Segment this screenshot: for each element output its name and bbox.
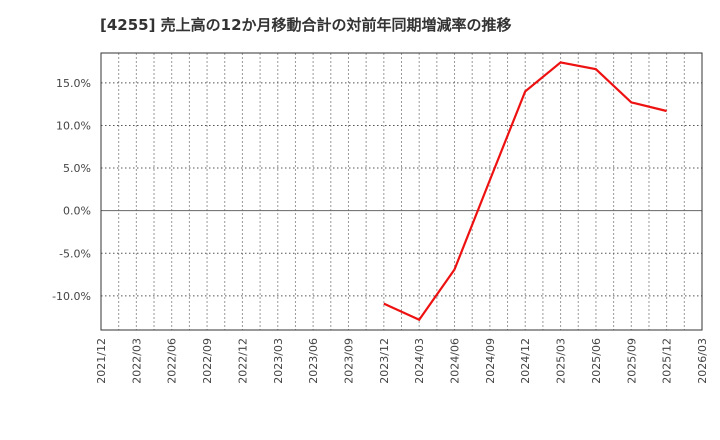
x-tick-label: 2022/12 [236,338,249,384]
x-tick-label: 2021/12 [95,338,108,384]
x-tick-label: 2023/12 [378,338,391,384]
x-tick-label: 2023/06 [307,338,320,384]
x-tick-label: 2024/06 [449,338,462,384]
x-tick-label: 2022/06 [166,338,179,384]
plot-frame [100,52,703,331]
series-line [383,61,667,322]
x-tick-label: 2025/03 [555,338,568,384]
y-tick-label: 15.0% [56,77,91,90]
grid-lines [101,53,702,330]
y-tick-label: 0.0% [63,205,91,218]
x-tick-label: 2024/12 [519,338,532,384]
x-tick-label: 2024/03 [413,338,426,384]
y-tick-label: 10.0% [56,119,91,132]
x-tick-label: 2023/03 [272,338,285,384]
x-tick-label: 2022/03 [130,338,143,384]
x-tick-label: 2025/09 [625,338,638,384]
x-tick-label: 2025/06 [590,338,603,384]
y-tick-label: -10.0% [52,290,91,303]
x-axis: 2021/12 2022/03 2022/06 2022/09 2022/12 2023/… [95,338,709,384]
x-tick-label: 2022/09 [201,338,214,384]
chart-title: [4255] 売上高の12か月移動合計の対前年同期増減率の推移 [100,16,512,34]
y-tick-label: -5.0% [59,247,91,260]
y-tick-label: 5.0% [63,162,91,175]
x-tick-label: 2024/09 [484,338,497,384]
x-tick-label: 2025/12 [661,338,674,384]
x-tick-label: 2023/09 [342,338,355,384]
y-axis: 15.0% 10.0% 5.0% 0.0% -5.0% -10.0% [52,77,91,303]
x-tick-label: 2026/03 [696,338,709,384]
